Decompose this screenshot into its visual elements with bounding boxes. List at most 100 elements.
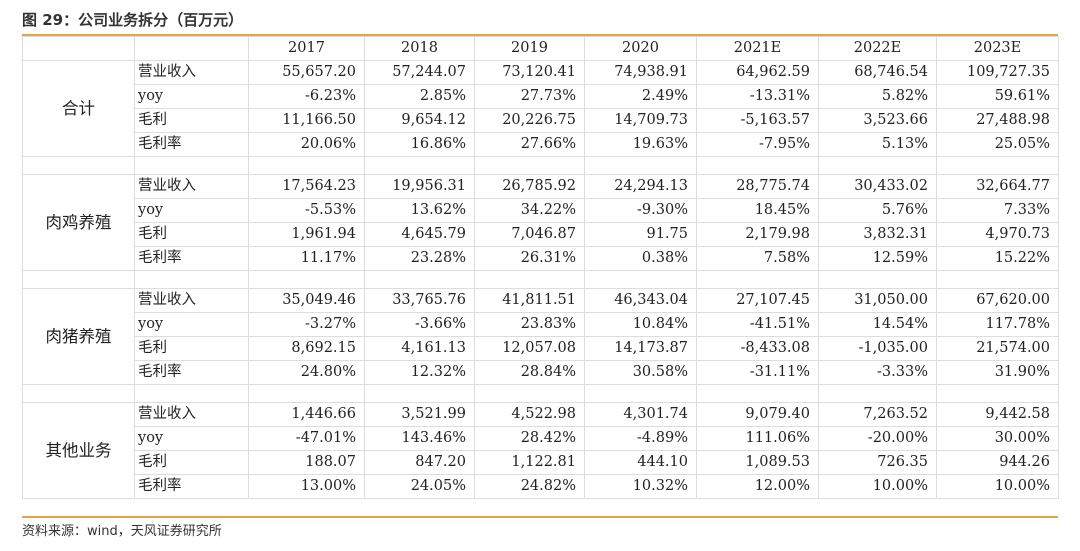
value-cell: 7,046.87 xyxy=(474,222,585,247)
header-row: 2017 2018 2019 2020 2021E 2022E 2023E xyxy=(22,36,1059,61)
table-row: 毛利率 24.80% 12.32% 28.84% 30.58% -31.11% -3.33%… xyxy=(23,360,1059,385)
metric-label: yoy xyxy=(134,198,249,223)
value-cell: -4.89% xyxy=(584,426,697,451)
value-cell: 26.31% xyxy=(474,246,585,271)
value-cell: -41.51% xyxy=(696,312,819,337)
metric-label: 毛利率 xyxy=(134,132,249,157)
column-header: 2020 xyxy=(584,36,697,61)
metric-label: yoy xyxy=(134,312,249,337)
value-cell: -9.30% xyxy=(584,198,697,223)
metric-label: yoy xyxy=(134,426,249,451)
value-cell: 33,765.76 xyxy=(364,288,475,313)
value-cell: 4,301.74 xyxy=(584,402,697,427)
value-cell: 109,727.35 xyxy=(936,60,1059,85)
value-cell: 57,244.07 xyxy=(364,60,475,85)
value-cell: 14,173.87 xyxy=(584,336,697,361)
value-cell: 27,107.45 xyxy=(696,288,819,313)
value-cell: 32,664.77 xyxy=(936,174,1059,199)
value-cell: -3.66% xyxy=(364,312,475,337)
value-cell: 4,522.98 xyxy=(474,402,585,427)
value-cell: 11,166.50 xyxy=(248,108,365,133)
value-cell: 2.85% xyxy=(364,84,475,109)
value-cell: 16.86% xyxy=(364,132,475,157)
value-cell: 46,343.04 xyxy=(584,288,697,313)
value-cell: -47.01% xyxy=(248,426,365,451)
metric-label: 毛利 xyxy=(134,450,249,475)
value-cell: 1,961.94 xyxy=(248,222,365,247)
value-cell: -1,035.00 xyxy=(818,336,937,361)
value-cell: 3,521.99 xyxy=(364,402,475,427)
value-cell: 35,049.46 xyxy=(248,288,365,313)
value-cell: 10.32% xyxy=(584,474,697,499)
value-cell: 28,775.74 xyxy=(696,174,819,199)
spacer-cell xyxy=(936,270,1059,289)
value-cell: 111.06% xyxy=(696,426,819,451)
value-cell: 0.38% xyxy=(584,246,697,271)
value-cell: 12.00% xyxy=(696,474,819,499)
spacer-row xyxy=(22,384,1059,403)
table-row: yoy -5.53% 13.62% 34.22% -9.30% 18.45% 5.76% 7.… xyxy=(23,198,1059,223)
value-cell: 117.78% xyxy=(936,312,1059,337)
value-cell: 3,523.66 xyxy=(818,108,937,133)
value-cell: 726.35 xyxy=(818,450,937,475)
header-metric-cell xyxy=(134,36,249,61)
spacer-cell xyxy=(364,270,475,289)
spacer-cell xyxy=(696,156,819,175)
value-cell: 15.22% xyxy=(936,246,1059,271)
spacer-cell xyxy=(134,270,249,289)
value-cell: -31.11% xyxy=(696,360,819,385)
value-cell: -7.95% xyxy=(696,132,819,157)
value-cell: 34.22% xyxy=(474,198,585,223)
spacer-cell xyxy=(22,156,135,175)
value-cell: 23.83% xyxy=(474,312,585,337)
bottom-rule xyxy=(22,516,1058,518)
spacer-cell xyxy=(134,384,249,403)
value-cell: 31.90% xyxy=(936,360,1059,385)
value-cell: 7,263.52 xyxy=(818,402,937,427)
table-row: 毛利率 20.06% 16.86% 27.66% 19.63% -7.95% 5.13% 25… xyxy=(23,132,1059,157)
spacer-cell xyxy=(22,384,135,403)
value-cell: 41,811.51 xyxy=(474,288,585,313)
table-row: 毛利率 11.17% 23.28% 26.31% 0.38% 7.58% 12.59% 15.… xyxy=(23,246,1059,271)
group-label: 肉鸡养殖 xyxy=(22,174,135,271)
table-row: 毛利 8,692.15 4,161.13 12,057.08 14,173.87 -8,4… xyxy=(23,336,1059,361)
value-cell: 4,645.79 xyxy=(364,222,475,247)
value-cell: 73,120.41 xyxy=(474,60,585,85)
spacer-cell xyxy=(936,384,1059,403)
value-cell: 91.75 xyxy=(584,222,697,247)
value-cell: 64,962.59 xyxy=(696,60,819,85)
group-label: 肉猪养殖 xyxy=(22,288,135,385)
spacer-cell xyxy=(364,384,475,403)
business-breakdown-table: 2017 2018 2019 2020 2021E 2022E 2023E 合计… xyxy=(22,36,1059,499)
value-cell: 11.17% xyxy=(248,246,365,271)
metric-label: 毛利 xyxy=(134,336,249,361)
table-row: 肉鸡养殖 营业收入 17,564.23 19,956.31 26,785.92 24,29… xyxy=(22,174,1059,271)
value-cell: 55,657.20 xyxy=(248,60,365,85)
column-header: 2018 xyxy=(364,36,475,61)
spacer-cell xyxy=(584,156,697,175)
column-header: 2021E xyxy=(696,36,819,61)
metric-label: 毛利率 xyxy=(134,360,249,385)
spacer-cell xyxy=(134,156,249,175)
source-note: 资料来源：wind，天风证券研究所 xyxy=(22,524,222,539)
value-cell: 27.66% xyxy=(474,132,585,157)
value-cell: 8,692.15 xyxy=(248,336,365,361)
value-cell: 67,620.00 xyxy=(936,288,1059,313)
column-header: 2017 xyxy=(248,36,365,61)
value-cell: 188.07 xyxy=(248,450,365,475)
table-row: 其他业务 营业收入 1,446.66 3,521.99 4,522.98 4,301.74… xyxy=(22,402,1059,499)
value-cell: 74,938.91 xyxy=(584,60,697,85)
metric-label: 营业收入 xyxy=(134,174,249,199)
group-label: 其他业务 xyxy=(22,402,135,499)
spacer-cell xyxy=(818,270,937,289)
value-cell: -20.00% xyxy=(818,426,937,451)
value-cell: 944.26 xyxy=(936,450,1059,475)
table-row: 毛利 11,166.50 9,654.12 20,226.75 14,709.73 -5,… xyxy=(23,108,1059,133)
value-cell: 59.61% xyxy=(936,84,1059,109)
spacer-row xyxy=(22,156,1059,175)
value-cell: 5.13% xyxy=(818,132,937,157)
value-cell: 21,574.00 xyxy=(936,336,1059,361)
metric-label: 营业收入 xyxy=(134,60,249,85)
table-row: yoy -47.01% 143.46% 28.42% -4.89% 111.06% -20.… xyxy=(23,426,1059,451)
spacer-cell xyxy=(474,270,585,289)
